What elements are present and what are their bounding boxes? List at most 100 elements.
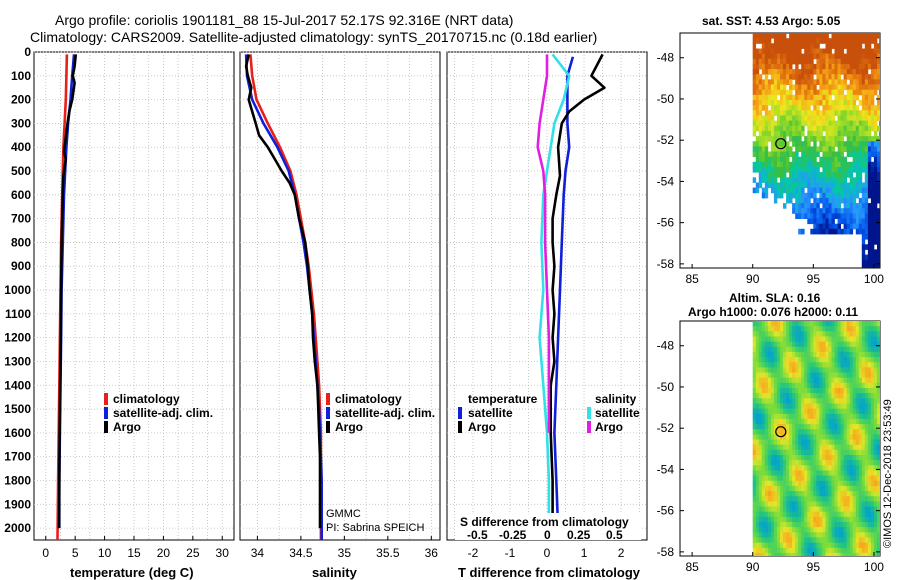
heatmap-cell bbox=[837, 63, 841, 70]
heatmap-cell bbox=[755, 470, 760, 477]
heatmap-cell bbox=[798, 203, 802, 209]
heatmap-cell bbox=[877, 460, 880, 466]
heatmap-cell bbox=[807, 460, 811, 466]
heatmap-cell bbox=[767, 94, 772, 101]
heatmap-cell bbox=[783, 130, 787, 137]
heatmap-cell bbox=[831, 501, 835, 507]
heatmap-cell bbox=[816, 429, 820, 435]
heatmap-cell bbox=[843, 38, 847, 44]
heatmap-cell bbox=[783, 115, 787, 122]
heatmap-cell bbox=[810, 455, 814, 461]
heatmap-cell bbox=[773, 444, 778, 451]
heatmap-cell bbox=[837, 182, 841, 189]
heatmap-cell bbox=[819, 48, 823, 55]
heatmap-cell bbox=[877, 167, 880, 173]
heatmap-cell bbox=[761, 542, 766, 549]
heatmap-cell bbox=[873, 58, 878, 65]
heatmap-cell bbox=[873, 218, 878, 225]
heatmap-cell bbox=[767, 125, 772, 132]
heatmap-cell bbox=[761, 444, 766, 451]
heatmap-cell bbox=[752, 413, 757, 420]
heatmap-cell bbox=[804, 480, 808, 487]
heatmap-cell bbox=[870, 321, 875, 327]
heatmap-cell bbox=[819, 125, 823, 132]
heatmap-cell bbox=[780, 172, 784, 178]
heatmap-cell bbox=[780, 125, 784, 132]
heatmap-cell bbox=[822, 552, 826, 556]
heatmap-cell bbox=[867, 429, 872, 435]
heatmap-cell bbox=[877, 146, 880, 152]
heatmap-cell bbox=[846, 120, 851, 127]
heatmap-cell bbox=[867, 63, 872, 70]
heatmap-cell bbox=[849, 516, 854, 523]
sla-map-title-line1: Altim. SLA: 0.16 bbox=[729, 291, 821, 305]
heatmap-cell bbox=[846, 146, 851, 152]
heatmap-cell bbox=[840, 527, 844, 533]
heatmap-cell bbox=[798, 346, 802, 353]
heatmap-cell bbox=[822, 89, 826, 96]
heatmap-cell bbox=[770, 429, 775, 435]
heatmap-cell bbox=[855, 177, 860, 183]
heatmap-cell bbox=[864, 362, 869, 368]
heatmap-cell bbox=[807, 547, 811, 554]
heatmap-cell bbox=[789, 496, 793, 502]
heatmap-cell bbox=[831, 552, 835, 556]
heatmap-cell bbox=[819, 136, 823, 142]
heatmap-cell bbox=[864, 177, 869, 183]
heatmap-cell bbox=[764, 84, 769, 91]
heatmap-cell bbox=[752, 110, 757, 116]
heatmap-cell bbox=[834, 511, 838, 518]
heatmap-cell bbox=[798, 120, 802, 127]
heatmap-cell bbox=[752, 372, 757, 379]
heatmap-cell bbox=[813, 326, 817, 332]
heatmap-cell bbox=[807, 125, 811, 132]
imos-watermark: ©IMOS 12-Dec-2018 23:53:49 bbox=[882, 399, 894, 548]
heatmap-cell bbox=[761, 48, 766, 55]
heatmap-cell bbox=[755, 346, 760, 353]
heatmap-cell bbox=[834, 326, 838, 332]
heatmap-cell bbox=[755, 141, 760, 147]
heatmap-cell bbox=[752, 177, 757, 183]
heatmap-cell bbox=[831, 33, 835, 39]
heatmap-cell bbox=[798, 367, 802, 373]
heatmap-cell bbox=[870, 218, 875, 225]
legend-swatch-t-argo bbox=[458, 421, 462, 433]
heatmap-cell bbox=[855, 156, 860, 163]
heatmap-cell bbox=[864, 418, 869, 425]
heatmap-cell bbox=[755, 321, 760, 327]
heatmap-cell bbox=[822, 156, 826, 163]
heatmap-cell bbox=[819, 552, 823, 556]
heatmap-cell bbox=[870, 522, 875, 528]
heatmap-cell bbox=[870, 254, 875, 261]
heatmap-cell bbox=[758, 94, 763, 101]
heatmap-cell bbox=[758, 362, 763, 368]
heatmap-cell bbox=[846, 187, 851, 194]
heatmap-cell bbox=[855, 187, 860, 194]
heatmap-cell bbox=[755, 408, 760, 415]
heatmap-cell bbox=[792, 115, 796, 122]
heatmap-cell bbox=[825, 341, 829, 348]
heatmap-cell bbox=[752, 120, 757, 127]
heatmap-cell bbox=[843, 192, 847, 199]
heatmap-cell bbox=[864, 336, 869, 343]
heatmap-cell bbox=[801, 552, 805, 556]
heatmap-cell bbox=[780, 341, 784, 348]
heatmap-cell bbox=[761, 372, 766, 379]
heatmap-cell bbox=[828, 367, 832, 373]
heatmap-cell bbox=[840, 465, 844, 471]
heatmap-cell bbox=[752, 100, 757, 106]
heatmap-cell bbox=[770, 336, 775, 343]
heatmap-cell bbox=[801, 336, 805, 343]
heatmap-cell bbox=[864, 151, 869, 158]
heatmap-cell bbox=[822, 542, 826, 549]
heatmap-cell bbox=[783, 167, 787, 173]
heatmap-cell bbox=[767, 537, 772, 543]
heatmap-cell bbox=[825, 398, 829, 404]
heatmap-cell bbox=[798, 79, 802, 85]
heatmap-cell bbox=[786, 388, 790, 394]
heatmap-cell bbox=[807, 485, 811, 492]
heatmap-cell bbox=[752, 388, 757, 394]
heatmap-cell bbox=[867, 491, 872, 497]
heatmap-cell bbox=[758, 141, 763, 147]
heatmap-cell bbox=[764, 351, 769, 358]
